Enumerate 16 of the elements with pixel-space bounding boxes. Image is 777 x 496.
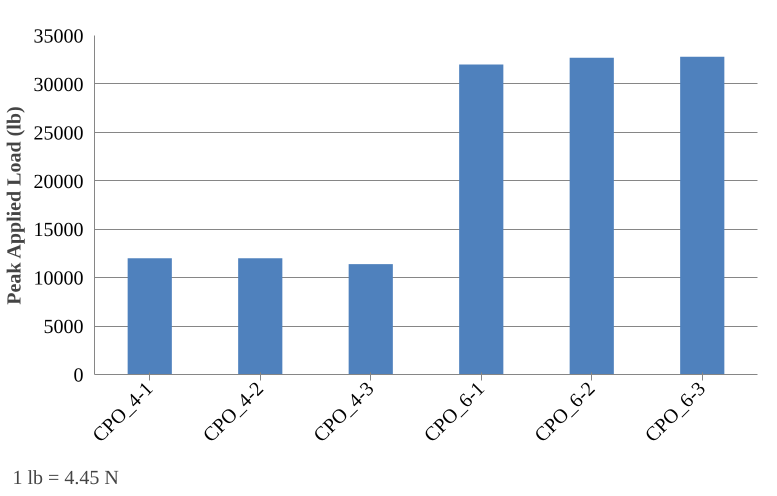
y-axis-title: Peak Applied Load (lb) (4, 106, 26, 305)
bar (238, 258, 282, 374)
bar (348, 264, 393, 374)
y-tick-label: 10000 (34, 268, 84, 290)
bar (459, 64, 504, 374)
y-tick-label: 35000 (34, 26, 84, 48)
y-tick-label: 20000 (34, 170, 84, 193)
text: 1 lb = 4.45 N (12, 467, 119, 489)
y-tick-label: 30000 (34, 74, 84, 96)
y-tick-label: 15000 (34, 219, 84, 242)
y-tick-label: 0 (74, 364, 84, 386)
y-tick-label: 5000 (44, 316, 84, 338)
bar (570, 58, 614, 374)
bar (680, 56, 724, 374)
y-tick-label: 25000 (34, 122, 84, 144)
bar (128, 258, 172, 374)
